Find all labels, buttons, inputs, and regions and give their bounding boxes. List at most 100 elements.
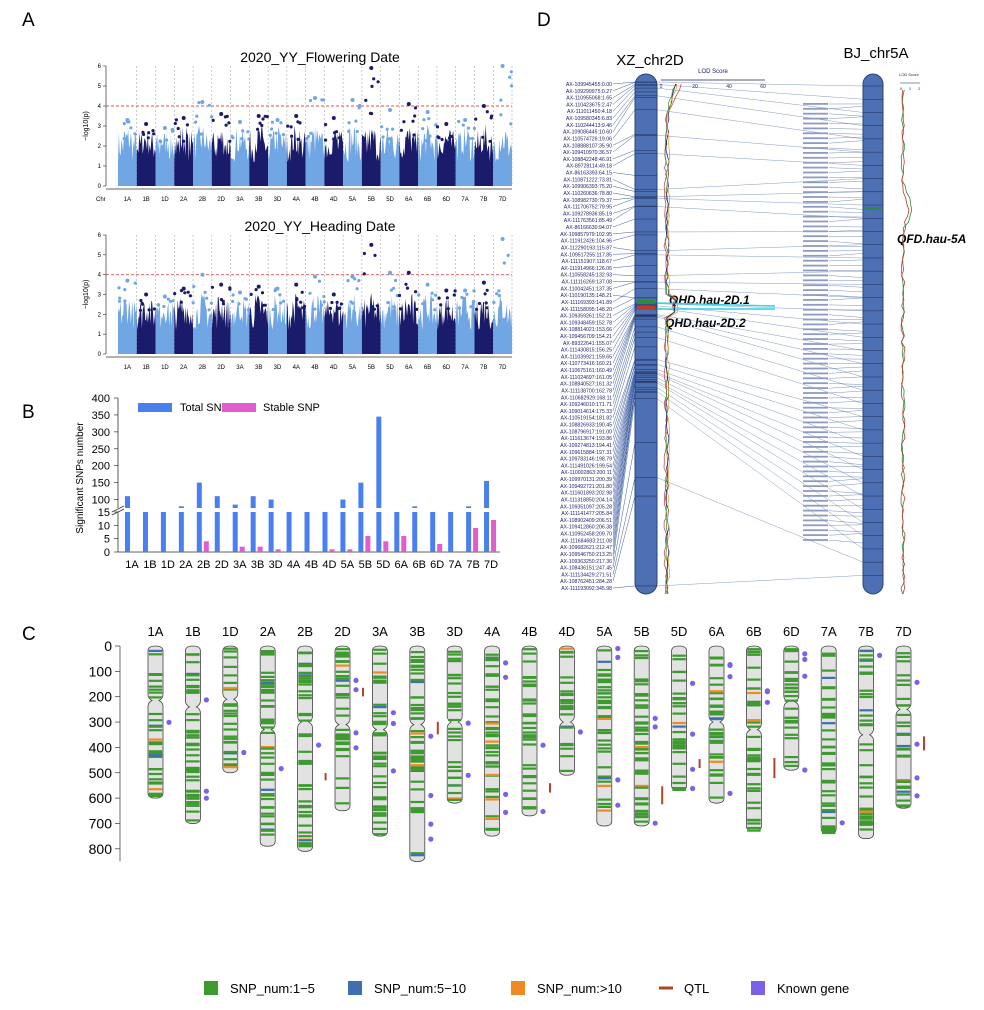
manhattan-point — [469, 305, 473, 309]
chrom-snp-band — [373, 796, 387, 799]
manhattan-point — [270, 127, 274, 131]
manhattan-point — [203, 290, 207, 294]
chrom-snp-band — [859, 743, 873, 746]
linkage-marker-connector — [612, 316, 636, 377]
panel-label-c: C — [22, 624, 36, 645]
chrom-snp-band — [148, 782, 163, 785]
linkage-marker-label: AX-108888107:35.90 — [563, 143, 612, 149]
chrom-snp-band — [261, 690, 275, 693]
chrom-snp-band — [635, 820, 649, 823]
bar-y-tick-label: 0 — [104, 547, 110, 559]
chrom-snp-band — [859, 689, 873, 692]
manhattan-point — [434, 293, 438, 297]
chrom-snp-band — [298, 839, 312, 842]
manhattan-x-tick-label: 4B — [311, 197, 318, 203]
manhattan-peak-point — [444, 122, 449, 126]
chrom-snp-band — [822, 714, 836, 717]
linkage-synteny-line — [656, 198, 864, 206]
chrom-snp-band — [298, 671, 312, 675]
linkage-right-marker-label — [803, 328, 828, 331]
manhattan-point — [489, 116, 493, 120]
manhattan-point — [427, 117, 431, 121]
chrom-snp-band — [223, 709, 237, 712]
chrom-snp-band — [485, 722, 499, 725]
chrom-snp-band — [485, 731, 499, 734]
manhattan-point — [460, 295, 464, 300]
manhattan-ylabel: −log10(p) — [83, 280, 90, 310]
manhattan-point-cloud — [136, 130, 156, 186]
bar-total-lower — [196, 512, 202, 552]
manhattan-point-cloud — [455, 296, 475, 354]
chrom-snp-band — [784, 650, 798, 653]
manhattan-x-tick-label: 4D — [330, 365, 338, 371]
manhattan-peak-point — [500, 237, 505, 241]
chrom-snp-band — [822, 809, 836, 812]
chrom-snp-band — [485, 653, 499, 656]
linkage-marker-label: AX-109246010:171.71 — [560, 402, 612, 408]
chrom-snp-band — [186, 770, 200, 774]
chrom-snp-band — [148, 741, 163, 744]
linkage-right-connector — [828, 285, 864, 288]
linkage-right-marker-label — [803, 411, 828, 414]
manhattan-point — [362, 272, 366, 276]
chrom-snp-band — [747, 756, 761, 759]
qtl-label-5a: QFD.hau-5A — [897, 232, 966, 246]
chrom-snp-band — [335, 748, 350, 752]
manhattan-y-tick-label: 2 — [98, 144, 102, 150]
chrom-known-gene — [615, 802, 621, 808]
chrom-snp-band — [373, 671, 387, 674]
linkage-synteny-line — [656, 337, 864, 404]
linkage-right-marker-label — [803, 196, 828, 198]
chrom-snp-band — [635, 742, 649, 745]
chrom-snp-band — [635, 784, 649, 787]
manhattan-point — [437, 136, 441, 140]
chrom-snp-band — [822, 764, 836, 767]
chrom-snp-band — [298, 759, 312, 763]
chrom-snp-band — [448, 731, 462, 734]
manhattan-point — [152, 132, 156, 136]
linkage-right-marker-label — [803, 137, 828, 140]
linkage-marker-connector — [612, 364, 636, 439]
linkage-marker-label: AX-110952458:209.70 — [560, 532, 612, 538]
linkage-right-marker-label — [803, 279, 828, 282]
manhattan-point-cloud — [493, 132, 512, 186]
chrom-snp-band — [747, 767, 761, 771]
linkage-right-marker-label — [803, 264, 828, 267]
manhattan-point — [509, 84, 514, 88]
manhattan-point — [381, 135, 385, 139]
chrom-snp-band — [560, 693, 574, 697]
chrom-snp-band — [896, 804, 911, 807]
linkage-right-marker-label — [803, 205, 828, 208]
manhattan-point — [241, 129, 245, 133]
chrom-snp-band — [896, 780, 911, 783]
manhattan-x-tick-label: 3A — [236, 365, 243, 371]
chrom-snp-band — [709, 690, 724, 693]
linkage-marker-label: AX-109351097:205.28 — [560, 504, 612, 510]
chrom-snp-band — [410, 766, 424, 769]
manhattan-point — [386, 301, 390, 305]
linkage-right-connector — [828, 490, 864, 494]
chrom-snp-band — [448, 784, 462, 787]
linkage-marker-connector — [612, 109, 636, 139]
chrom-snp-band — [485, 665, 499, 668]
chrom-snp-band — [522, 713, 537, 716]
chrom-snp-band — [223, 712, 237, 715]
chrom-y-tick-label: 500 — [89, 765, 113, 781]
chrom-snp-band — [859, 786, 873, 789]
linkage-marker-label: AX-109278936:85.19 — [563, 211, 612, 217]
manhattan-point-cloud — [343, 293, 362, 354]
chrom-known-gene — [503, 791, 509, 798]
chrom-snp-band — [335, 651, 350, 654]
chrom-snp-band — [298, 800, 312, 803]
chrom-snp-band — [298, 824, 312, 827]
linkage-marker-label: AX-89322641:155.07 — [563, 341, 612, 347]
manhattan-point — [313, 307, 317, 311]
manhattan-peak-point — [331, 292, 336, 297]
chrom-known-gene — [316, 742, 322, 748]
linkage-right-connector — [828, 353, 864, 356]
chrom-snp-band — [261, 747, 275, 750]
linkage-marker-label: AX-109615884:197.31 — [560, 450, 612, 456]
manhattan-point-cloud — [268, 294, 287, 354]
linkage-marker-connector — [612, 365, 636, 446]
bar-total-lower — [268, 512, 274, 552]
